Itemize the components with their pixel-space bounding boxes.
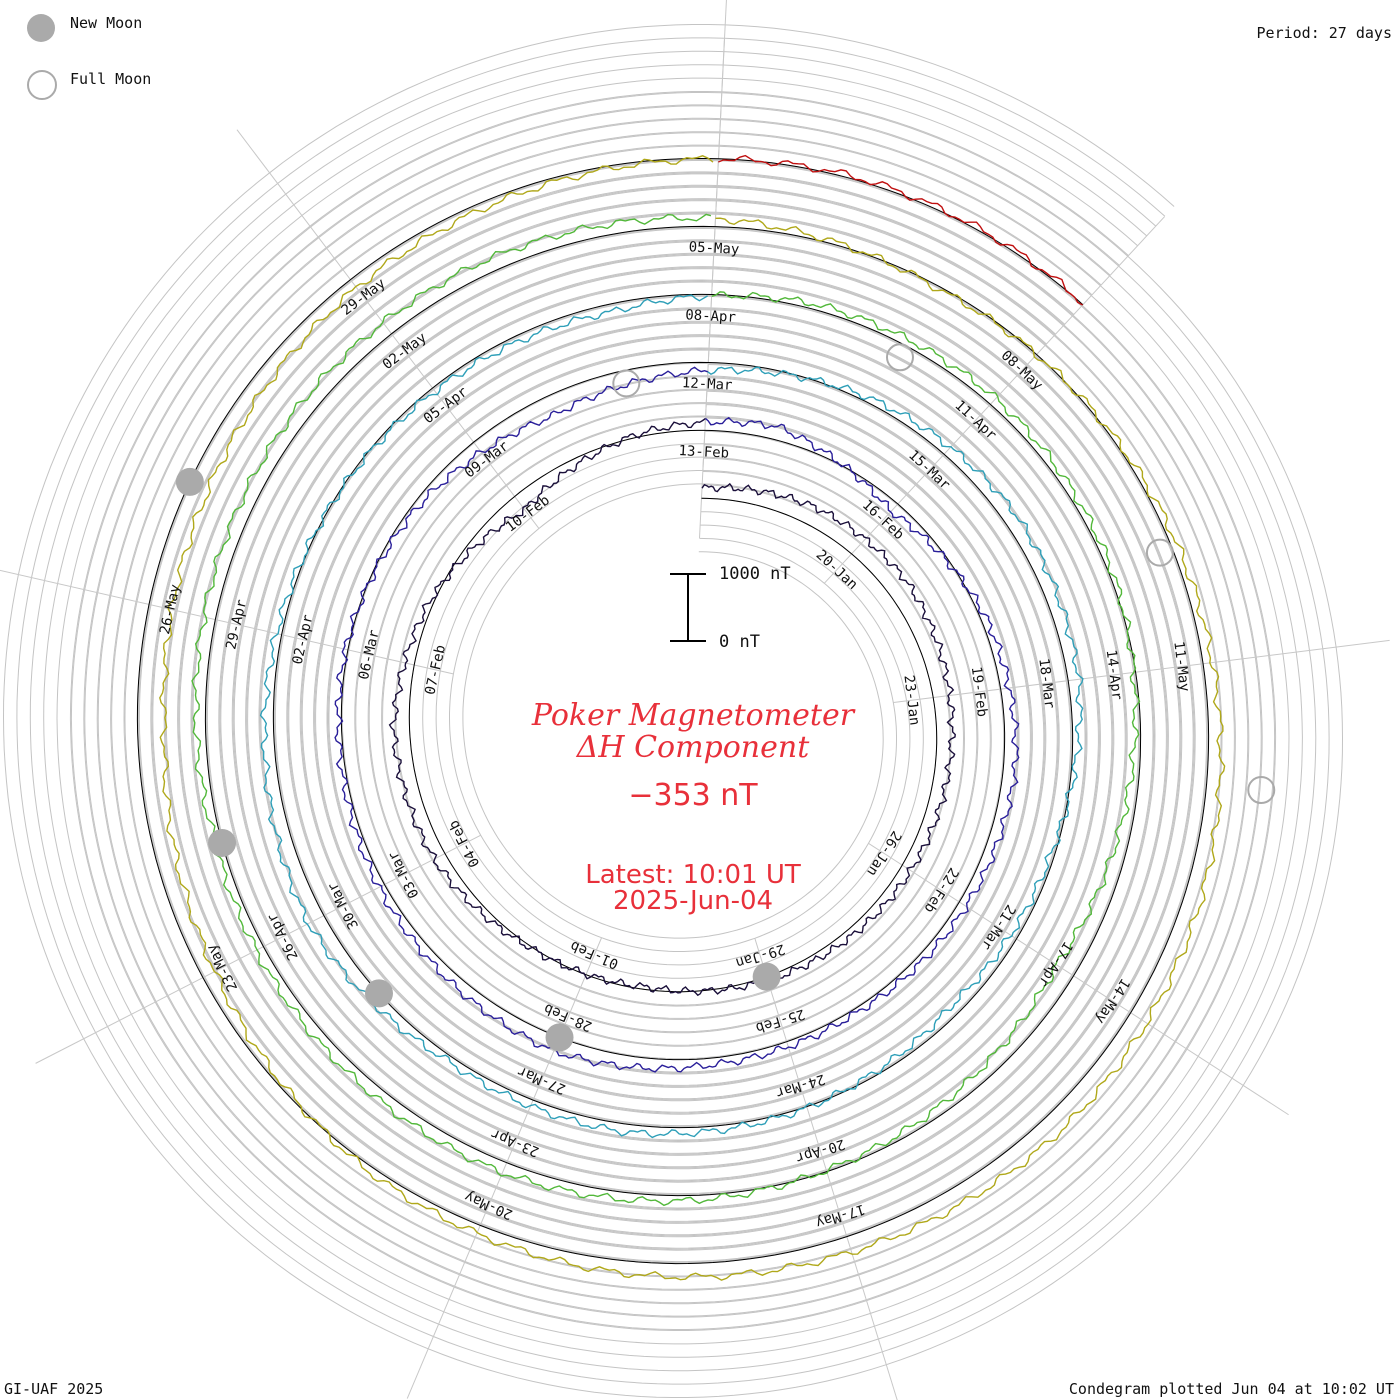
date-tick-label: 20-Jan xyxy=(813,547,861,593)
date-spoke xyxy=(893,639,1390,704)
date-tick-label: 15-Mar xyxy=(905,447,953,493)
date-tick-label: 05-May xyxy=(688,239,739,258)
date-spoke xyxy=(868,842,1289,1116)
date-spoke xyxy=(702,0,727,471)
date-tick-label: 08-Apr xyxy=(685,307,736,326)
date-tick-label: 05-Apr xyxy=(421,384,471,427)
date-tick-label: 19-Feb xyxy=(968,666,990,718)
date-tick-label: 24-Mar xyxy=(774,1070,827,1100)
data-traces xyxy=(159,154,1226,1281)
new-moon-marker xyxy=(364,979,393,1008)
new-moon-marker xyxy=(545,1023,574,1052)
chart-title: Poker Magnetometer xyxy=(531,698,855,733)
rotation-trace xyxy=(191,213,1141,1207)
date-tick-label: 14-Apr xyxy=(1103,649,1125,701)
date-tick-label: 23-Jan xyxy=(900,674,922,726)
date-tick-label: 10-Feb xyxy=(503,492,553,535)
rotation-trace xyxy=(718,154,1083,306)
date-tick-label: 27-Mar xyxy=(515,1063,568,1097)
full-moon-legend-label: Full Moon xyxy=(70,70,152,88)
latest-date: 2025-Jun-04 xyxy=(612,886,774,916)
date-tick-label: 07-Feb xyxy=(422,644,449,697)
date-tick-label: 16-Feb xyxy=(859,497,907,543)
rotation-trace xyxy=(259,294,1084,1139)
scale-bar-top-label: 1000 nT xyxy=(719,564,791,584)
rotation-trace xyxy=(334,366,1020,1073)
new-moon-legend-icon xyxy=(27,14,55,42)
date-spoke xyxy=(754,938,898,1400)
date-spoke xyxy=(0,569,454,675)
date-tick-label: 25-Feb xyxy=(754,1005,807,1035)
date-tick-label: 26-May xyxy=(157,583,184,636)
full-moon-legend-icon xyxy=(27,70,57,100)
date-tick-label: 02-Apr xyxy=(290,613,317,666)
baseline-spiral xyxy=(136,158,1210,1265)
moon-phase-markers xyxy=(175,343,1276,1052)
date-tick-label: 29-Apr xyxy=(223,598,250,651)
latest-time: Latest: 10:01 UT xyxy=(585,860,801,890)
full-moon-marker xyxy=(612,369,641,398)
date-tick-label: 18-Mar xyxy=(1035,657,1057,709)
full-moon-marker xyxy=(1145,538,1174,567)
scale-bar-bottom-label: 0 nT xyxy=(719,632,760,652)
date-tick-label: 20-Apr xyxy=(794,1136,847,1166)
latest-value: −353 nT xyxy=(628,778,758,813)
new-moon-legend-label: New Moon xyxy=(70,14,143,32)
period-label: Period: 27 days xyxy=(1256,24,1392,42)
date-tick-label: 12-Mar xyxy=(682,375,733,394)
date-tick-label: 06-Mar xyxy=(356,628,383,681)
date-spoke xyxy=(824,216,1165,584)
date-tick-label: 17-May xyxy=(814,1201,867,1231)
date-tick-label: 13-Feb xyxy=(678,443,729,462)
scale-bar xyxy=(670,573,706,642)
date-spoke xyxy=(236,129,540,529)
new-moon-marker xyxy=(208,828,237,857)
credit-label: GI-UAF 2025 xyxy=(4,1380,104,1398)
date-spoke xyxy=(406,937,602,1399)
date-spoke xyxy=(35,834,481,1064)
rotation-trace xyxy=(388,417,956,997)
full-moon-marker xyxy=(885,343,914,372)
rotation-trace xyxy=(159,155,1226,1281)
baseline-spiral-line xyxy=(136,158,1210,1265)
date-tick-label: 11-Apr xyxy=(951,397,999,443)
new-moon-marker xyxy=(175,467,204,496)
plotted-timestamp: Condegram plotted Jun 04 at 10:02 UT xyxy=(1068,1380,1394,1398)
date-tick-label: 29-May xyxy=(339,276,389,319)
date-tick-label: 02-May xyxy=(380,330,430,373)
full-moon-marker xyxy=(1247,776,1276,805)
date-tick-label: 08-May xyxy=(998,348,1046,394)
date-tick-label: 11-May xyxy=(1170,640,1192,692)
new-moon-marker xyxy=(752,962,781,991)
chart-subtitle: ΔH Component xyxy=(576,730,810,765)
